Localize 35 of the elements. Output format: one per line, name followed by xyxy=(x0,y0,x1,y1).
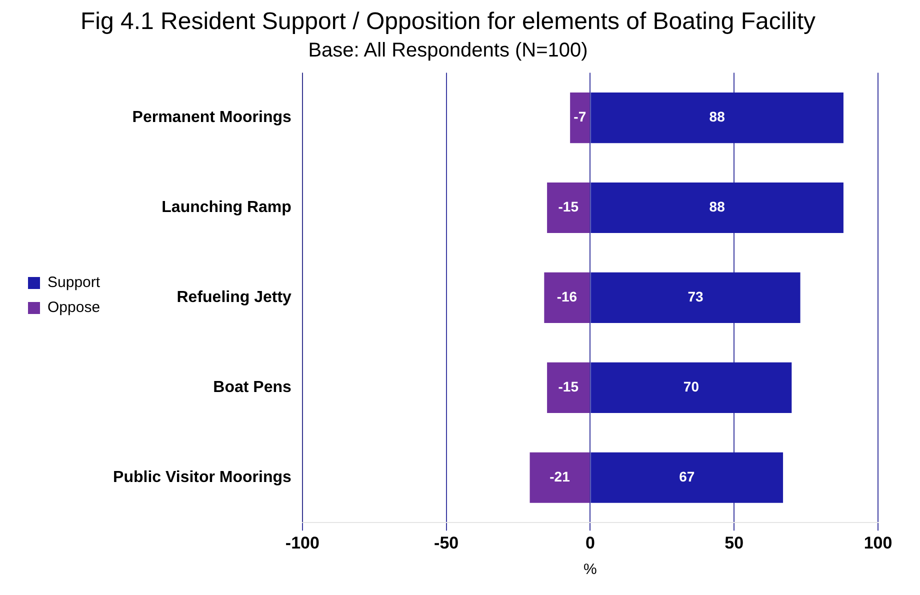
bar xyxy=(547,182,590,234)
bar xyxy=(590,272,800,323)
legend-label: Oppose xyxy=(48,299,100,316)
data-label: -21 xyxy=(550,468,570,484)
bar xyxy=(544,272,590,323)
bar xyxy=(570,92,590,144)
y-tick-label: Boat Pens xyxy=(213,379,292,396)
data-label: -7 xyxy=(574,108,586,125)
x-tick-label: -50 xyxy=(434,533,459,552)
bar xyxy=(590,182,844,234)
x-tick-label: -100 xyxy=(285,533,320,552)
y-tick-label: Public Visitor Moorings xyxy=(113,469,292,486)
x-tick-label: 0 xyxy=(585,533,595,552)
data-label: 73 xyxy=(688,288,704,305)
data-label: -15 xyxy=(558,378,579,395)
data-label: -16 xyxy=(556,288,578,305)
data-label: 70 xyxy=(683,378,700,395)
y-tick-label: Launching Ramp xyxy=(162,199,292,216)
data-label: -15 xyxy=(558,198,579,215)
y-tick-label: Permanent Moorings xyxy=(132,109,292,126)
bar xyxy=(590,92,844,144)
x-axis-title: % xyxy=(584,561,597,578)
data-label: 88 xyxy=(709,198,726,215)
bar xyxy=(547,362,590,413)
x-tick-label: 50 xyxy=(724,533,744,552)
x-tick-label: 100 xyxy=(864,533,892,552)
bar xyxy=(590,362,792,413)
chart-title: Fig 4.1 Resident Support / Opposition for elements of Boating Facility xyxy=(80,8,816,36)
bar xyxy=(530,452,590,503)
data-label: 67 xyxy=(679,468,695,484)
bar xyxy=(590,452,784,503)
data-label: 88 xyxy=(709,108,726,125)
y-tick-label: Refueling Jetty xyxy=(176,289,292,306)
legend-label: Support xyxy=(48,274,101,292)
chart-subtitle: Base: All Respondents (N=100) xyxy=(308,39,588,62)
